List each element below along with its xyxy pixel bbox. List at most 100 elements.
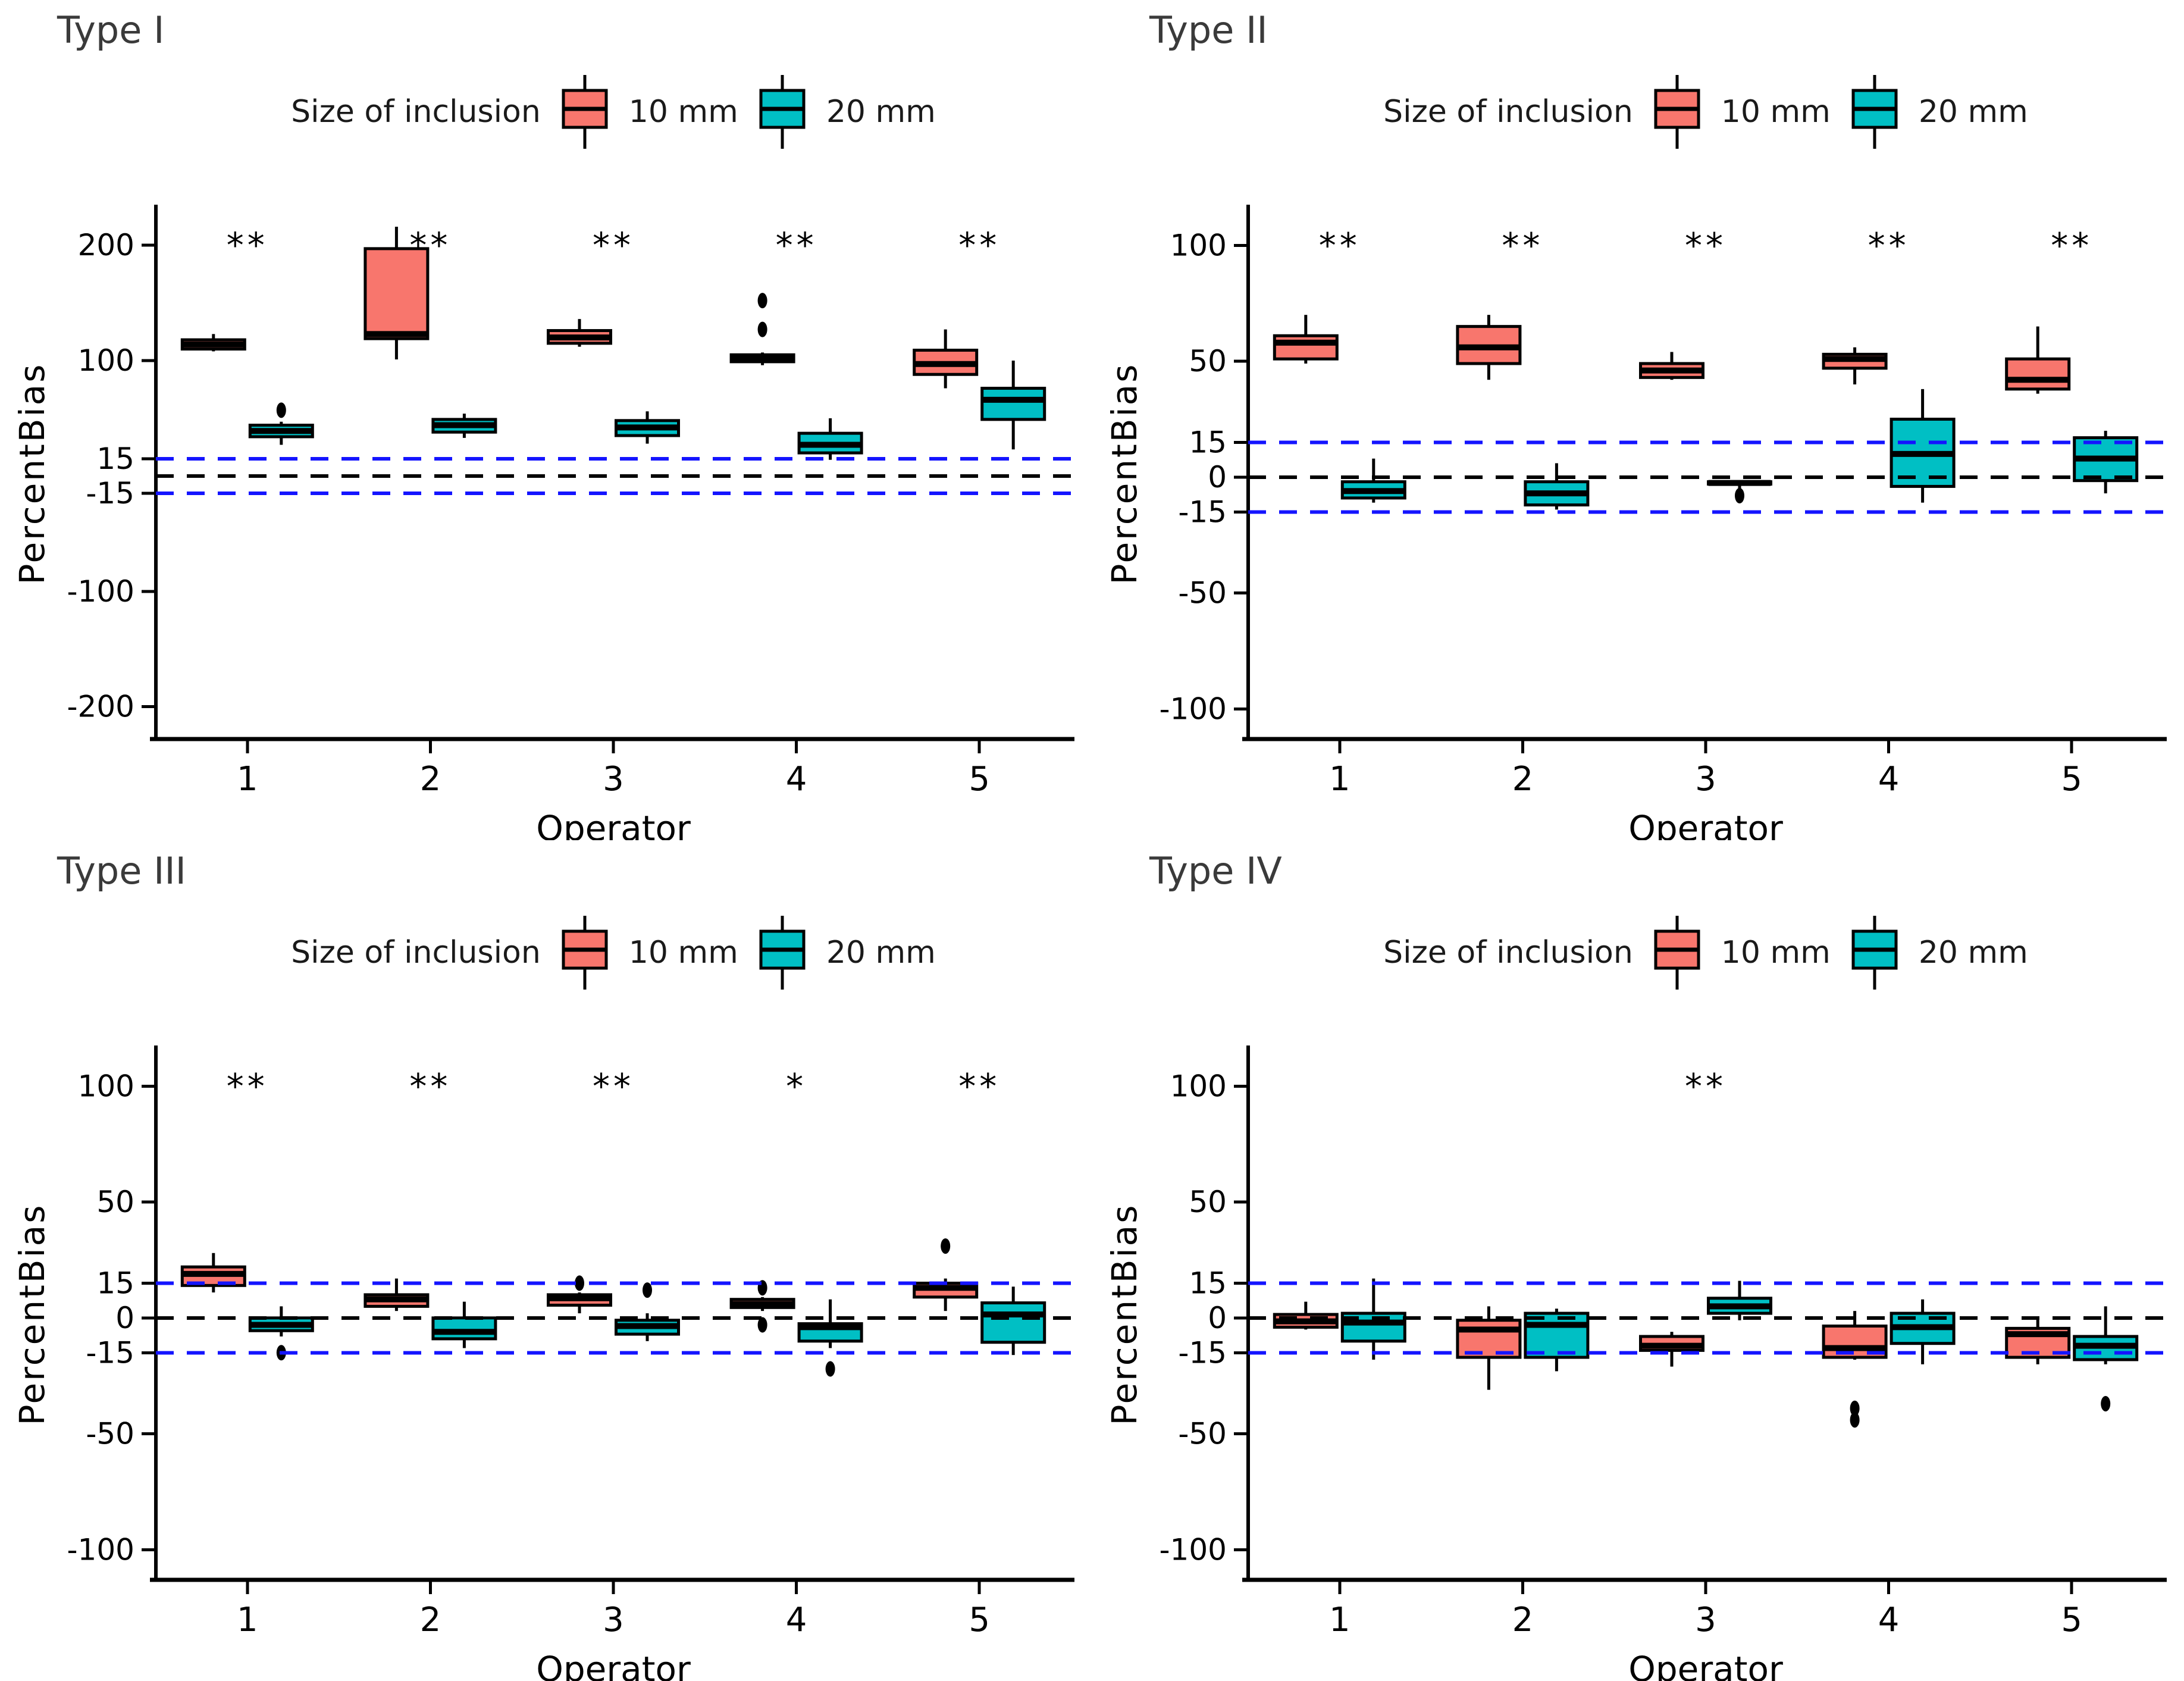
outlier-point-10mm [941,1238,951,1254]
outlier-point-20mm [825,1361,835,1377]
y-tick-label: 0 [1208,460,1227,494]
x-tick-label: 5 [2061,760,2082,799]
y-tick-label: 50 [1189,344,1227,378]
significance-marker: ** [1868,225,1910,265]
legend-item-10mm: 10 mm [628,935,738,971]
y-axis-title: PercentBias [1104,363,1145,585]
y-tick-label: -50 [1178,1417,1227,1451]
y-tick-label: 15 [96,1266,134,1300]
panel-type-i: Type I Size of inclusion 10 mm 20 mm 200… [0,0,1092,840]
y-tick-label: 100 [1170,228,1227,262]
legend-key-boxplot-icon-10mm [562,916,608,990]
box-20mm [980,1301,1046,1344]
legend-key-boxplot-icon-20mm [1851,916,1898,990]
box-10mm [364,247,430,340]
x-tick-label: 5 [969,760,990,799]
box-10mm [1273,334,1339,361]
x-axis-title: Operator [1628,808,1783,840]
y-tick-label: 15 [96,442,134,476]
x-tick-label: 1 [1329,760,1350,799]
box-10mm [2005,357,2071,391]
outlier-point-10mm [757,293,767,309]
y-tick-label: -50 [86,1417,134,1451]
y-tick-label: -15 [86,1335,134,1370]
legend-title: Size of inclusion [291,94,541,130]
legend-item-20mm: 20 mm [826,94,936,130]
y-tick-label: 100 [78,343,134,378]
significance-marker: ** [593,225,634,265]
panel-type-iii: Type III Size of inclusion 10 mm 20 mm 1… [0,841,1092,1681]
chart-title: Type II [1149,8,1268,52]
outlier-point-20mm [643,1282,652,1298]
legend-item-10mm: 10 mm [628,94,738,130]
box-20mm [980,387,1046,421]
legend-item-20mm: 20 mm [1918,94,2028,130]
legend-key-boxplot-icon-20mm [759,75,806,149]
chart-title: Type I [57,8,165,52]
significance-marker: ** [227,1066,268,1106]
outlier-point-10mm [757,321,767,337]
x-tick-label: 3 [603,1601,624,1639]
x-tick-label: 3 [1695,1601,1716,1639]
x-tick-label: 3 [603,760,624,799]
legend: Size of inclusion 10 mm 20 mm [1248,911,2163,994]
y-tick-label: 50 [96,1185,134,1219]
y-tick-label: -100 [1160,691,1227,726]
significance-marker: ** [409,225,451,265]
y-tick-label: 0 [1208,1301,1227,1335]
y-tick-label: 15 [1189,1266,1227,1300]
x-tick-label: 2 [420,1601,441,1639]
y-tick-label: 100 [78,1069,134,1103]
significance-marker: ** [227,225,268,265]
legend-key-boxplot-icon-10mm [562,75,608,149]
x-axis-title: Operator [1628,1649,1783,1681]
legend-item-10mm: 10 mm [1721,935,1831,971]
outlier-point-10mm [1850,1400,1860,1416]
chart-title: Type III [57,849,186,893]
y-tick-label: -50 [1178,576,1227,611]
outlier-point-10mm [1850,1412,1860,1428]
legend: Size of inclusion 10 mm 20 mm [1248,70,2163,154]
x-tick-label: 2 [1512,760,1534,799]
significance-marker: ** [958,1066,1000,1106]
box-20mm [431,1316,497,1341]
significance-marker: ** [409,1066,451,1106]
box-20mm [1524,1311,1590,1359]
y-tick-label: -15 [1178,1335,1227,1370]
significance-marker: ** [1685,225,1726,265]
significance-marker: ** [2051,225,2092,265]
y-tick-label: 50 [1189,1185,1227,1219]
x-tick-label: 1 [237,760,258,799]
legend: Size of inclusion 10 mm 20 mm [156,70,1071,154]
outlier-point-20mm [1735,488,1744,504]
x-tick-label: 5 [2061,1601,2082,1639]
legend-key-boxplot-icon-20mm [1851,75,1898,149]
legend-item-20mm: 20 mm [826,935,936,971]
x-tick-label: 1 [237,1601,258,1639]
y-tick-label: -15 [1178,494,1227,529]
x-tick-label: 4 [786,760,807,799]
x-tick-label: 4 [1878,1601,1900,1639]
y-axis-title: PercentBias [12,363,52,585]
y-tick-label: 100 [1170,1069,1227,1103]
x-tick-label: 4 [786,1601,807,1639]
legend-title: Size of inclusion [291,935,541,971]
y-tick-label: -100 [67,1532,134,1567]
panel-type-ii: Type II Size of inclusion 10 mm 20 mm 10… [1092,0,2184,840]
outlier-point-20mm [276,402,286,418]
outlier-point-10mm [575,1275,584,1291]
x-axis-title: Operator [536,808,691,840]
significance-marker: ** [1685,1066,1726,1106]
y-tick-label: -100 [1160,1532,1227,1567]
y-axis-title: PercentBias [12,1204,52,1426]
x-axis-title: Operator [536,1649,691,1681]
y-tick-label: 15 [1189,425,1227,459]
legend-item-10mm: 10 mm [1721,94,1831,130]
y-tick-label: -200 [67,690,134,724]
y-tick-label: -100 [67,574,134,609]
legend-title: Size of inclusion [1383,94,1633,130]
y-axis-title: PercentBias [1104,1204,1145,1426]
x-tick-label: 4 [1878,760,1900,799]
boxplot-svg-type-i: 200 100 15-15 -100 -200 1 2 3 4 5 Operator PercentB… [12,205,1074,840]
boxplot-svg-type-ii: 100 50 150-15 -50 -100 1 2 3 4 5 Operator PercentBi… [1104,205,2167,840]
